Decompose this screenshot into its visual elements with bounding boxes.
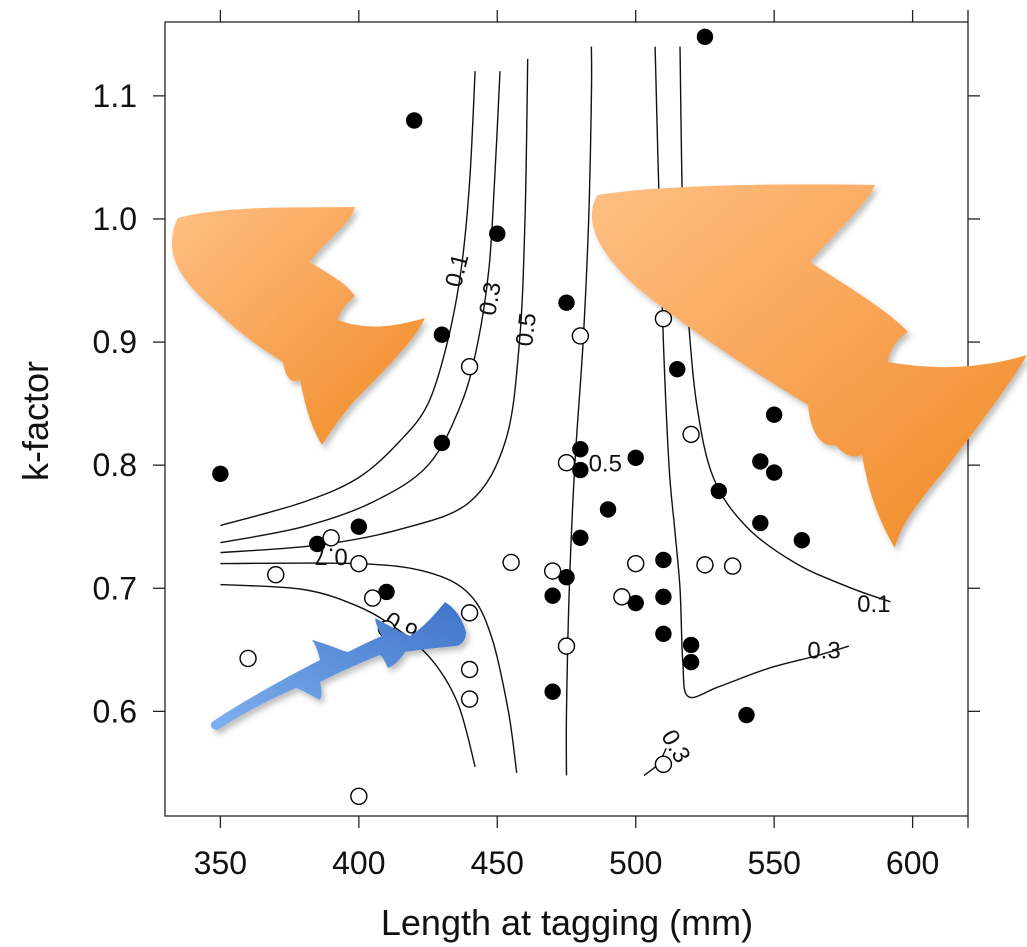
x-tick-label: 350 bbox=[194, 845, 247, 881]
open-point bbox=[557, 454, 576, 472]
data-points bbox=[212, 28, 811, 806]
filled-point bbox=[738, 706, 755, 724]
filled-point bbox=[655, 588, 672, 606]
contour-label: 0.1 bbox=[857, 591, 890, 618]
contour-line bbox=[220, 562, 518, 773]
open-point bbox=[460, 604, 479, 622]
open-point bbox=[557, 637, 576, 655]
filled-point bbox=[627, 594, 644, 612]
filled-point bbox=[752, 514, 769, 532]
x-tick-label: 600 bbox=[886, 845, 939, 881]
contour-label: 0.5 bbox=[511, 311, 542, 347]
filled-point bbox=[350, 518, 368, 535]
axis-ticks: 350 400 450 500 550 600 0.6 0.7 0.8 0.9 1.0 1.1 bbox=[93, 10, 980, 881]
open-point bbox=[613, 588, 631, 606]
large-fish-left-illustration bbox=[171, 207, 425, 445]
x-tick-label: 400 bbox=[332, 845, 385, 881]
x-axis-title: Length at tagging (mm) bbox=[381, 902, 753, 943]
filled-point bbox=[752, 453, 769, 470]
small-fish-illustration bbox=[210, 602, 466, 730]
open-point bbox=[723, 557, 742, 575]
filled-point bbox=[765, 406, 783, 423]
open-point bbox=[460, 357, 479, 376]
filled-point bbox=[572, 529, 589, 546]
filled-point bbox=[669, 360, 686, 378]
filled-point bbox=[682, 636, 700, 654]
filled-point bbox=[793, 532, 811, 549]
y-tick-label: 0.7 bbox=[93, 570, 137, 606]
x-tick-label: 550 bbox=[747, 845, 800, 881]
filled-point bbox=[696, 28, 714, 45]
contour-line bbox=[220, 71, 501, 544]
open-point bbox=[239, 649, 257, 668]
contour-line bbox=[220, 583, 476, 767]
y-tick-label: 0.9 bbox=[93, 324, 137, 360]
open-point bbox=[696, 556, 714, 574]
x-tick-label: 450 bbox=[471, 845, 524, 881]
filled-point bbox=[378, 583, 395, 601]
filled-point bbox=[309, 535, 326, 553]
open-point bbox=[654, 755, 673, 773]
filled-point bbox=[433, 326, 451, 343]
y-tick-label: 1.1 bbox=[93, 78, 137, 114]
filled-point bbox=[572, 461, 589, 479]
open-point bbox=[627, 554, 645, 573]
filled-point bbox=[406, 112, 423, 129]
open-point bbox=[682, 425, 700, 444]
filled-point bbox=[212, 465, 229, 482]
filled-point bbox=[489, 225, 506, 242]
filled-point bbox=[599, 501, 617, 518]
y-axis-title: k-factor bbox=[15, 361, 56, 481]
filled-point bbox=[558, 568, 575, 586]
y-tick-label: 0.6 bbox=[93, 693, 137, 729]
contour-label: 0.1 bbox=[440, 251, 474, 290]
filled-point bbox=[627, 449, 644, 466]
filled-point bbox=[544, 683, 561, 700]
filled-point bbox=[655, 625, 672, 643]
large-fish-right-illustration bbox=[591, 184, 1027, 548]
filled-point bbox=[765, 464, 783, 481]
contour-label: 0.3 bbox=[474, 280, 506, 318]
contour-label: 0.3 bbox=[807, 638, 840, 665]
contour-line bbox=[565, 46, 593, 776]
open-point bbox=[460, 690, 479, 708]
filled-point bbox=[710, 482, 727, 500]
open-point bbox=[571, 327, 590, 345]
y-tick-label: 0.8 bbox=[93, 447, 137, 483]
filled-point bbox=[655, 551, 672, 569]
x-tick-label: 500 bbox=[609, 845, 662, 881]
filled-point bbox=[544, 587, 561, 604]
filled-point bbox=[558, 294, 575, 311]
open-point bbox=[543, 562, 562, 580]
contour-label: 0.5 bbox=[589, 451, 622, 478]
open-point bbox=[267, 566, 285, 584]
open-point bbox=[654, 309, 673, 328]
open-point bbox=[322, 529, 340, 547]
filled-point bbox=[433, 434, 451, 452]
filled-point bbox=[572, 440, 589, 458]
open-point bbox=[502, 553, 520, 572]
filled-point bbox=[682, 653, 700, 671]
open-point bbox=[350, 554, 368, 573]
open-point bbox=[350, 787, 368, 806]
open-point bbox=[460, 660, 479, 679]
y-tick-label: 1.0 bbox=[93, 201, 137, 237]
contour-line bbox=[220, 71, 476, 527]
open-point bbox=[363, 589, 382, 607]
